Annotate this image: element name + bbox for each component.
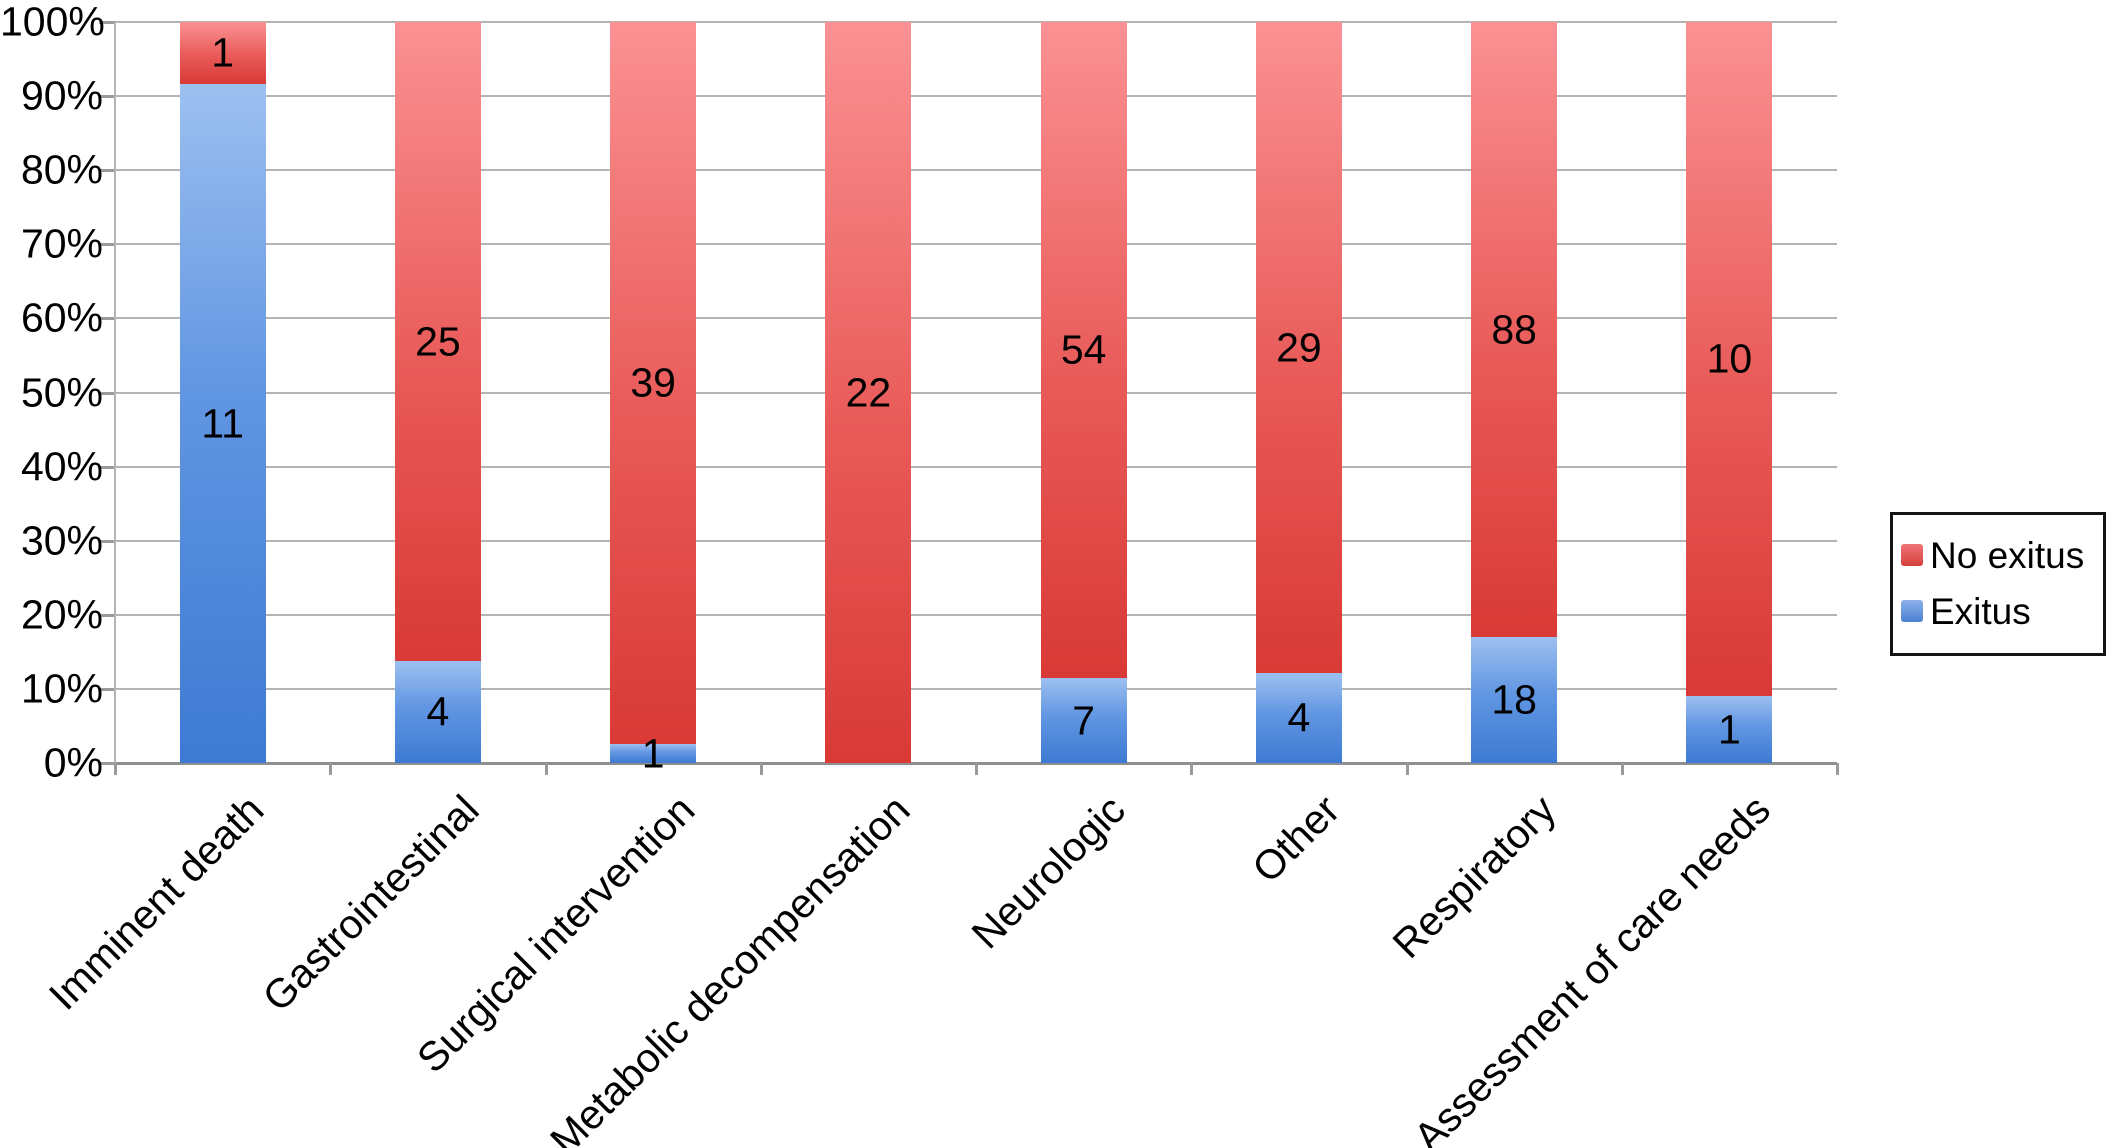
category-label: Imminent death	[40, 786, 273, 1019]
category-label: Other	[1243, 786, 1349, 892]
y-axis-tick	[99, 687, 115, 691]
bar-segment-no-exitus	[825, 22, 912, 763]
bar-segment-exitus	[1471, 637, 1558, 763]
legend-label-no-exitus: No exitus	[1930, 534, 2085, 576]
bar-segment-no-exitus	[610, 22, 697, 744]
x-axis-tick	[544, 763, 548, 775]
y-axis-tick-label: 90%	[20, 72, 103, 119]
y-axis-tick-label: 40%	[20, 443, 103, 490]
bar-segment-exitus	[394, 661, 481, 763]
grid-line	[115, 243, 1837, 246]
y-axis-tick-label: 80%	[20, 146, 103, 193]
bar-segment-exitus	[179, 84, 266, 763]
bar-2: 25 4	[394, 22, 481, 763]
y-axis-tick-label: 70%	[20, 220, 103, 267]
grid-line	[115, 687, 1837, 690]
category-label: Assessment of care needs	[1405, 786, 1780, 1148]
bar-value-label-no-exitus: 1	[211, 29, 235, 76]
x-axis-tick	[1620, 763, 1624, 775]
x-axis-tick	[114, 763, 117, 775]
bar-5: 54 7	[1040, 22, 1127, 763]
grid-line	[115, 95, 1837, 98]
bar-segment-no-exitus	[1686, 22, 1773, 696]
bar-value-label-exitus: 7	[1072, 697, 1096, 743]
bar-3: 39 1	[610, 22, 697, 774]
bar-value-label-exitus: 1	[1717, 706, 1741, 752]
bar-value-label-no-exitus: 39	[630, 359, 676, 406]
y-axis-line	[114, 22, 116, 763]
legend-row-no-exitus: No exitus	[1901, 527, 2095, 583]
bar-segment-exitus	[610, 744, 697, 763]
blue-swatch-icon	[1901, 600, 1923, 622]
category-label: Gastrointestinal	[253, 786, 488, 1021]
grid-line	[115, 21, 1837, 23]
y-axis-tick-label: 60%	[20, 294, 103, 341]
bar-value-label-exitus: 4	[1287, 694, 1311, 741]
grid-line	[115, 169, 1837, 172]
x-axis-tick	[975, 763, 978, 775]
grid-line	[115, 465, 1837, 468]
bar-value-label-exitus: 11	[201, 400, 244, 446]
bar-value-label-no-exitus: 88	[1491, 306, 1537, 352]
legend: No exitus Exitus	[1890, 512, 2106, 656]
y-axis-tick-label: 30%	[20, 517, 103, 564]
bar-segment-no-exitus	[179, 22, 266, 84]
red-swatch-icon	[1901, 544, 1923, 566]
y-axis-tick-label: 10%	[20, 665, 103, 712]
y-axis-tick	[99, 539, 115, 543]
category-label: Neurologic	[962, 786, 1134, 958]
category-label: Respiratory	[1383, 786, 1564, 968]
bar-segment-no-exitus	[1040, 22, 1127, 678]
bar-segment-no-exitus	[1255, 22, 1342, 673]
legend-row-exitus: Exitus	[1901, 583, 2095, 639]
bar-value-label-exitus: 18	[1491, 676, 1537, 723]
bar-4: 22	[825, 22, 912, 763]
bar-value-label-exitus: 1	[641, 730, 665, 776]
bar-segment-exitus	[1255, 673, 1342, 763]
grid-line	[115, 391, 1837, 394]
y-axis-tick	[99, 465, 115, 469]
category-label: Metabolic decompensation	[540, 786, 919, 1148]
bar-segment-no-exitus	[1471, 22, 1558, 637]
x-axis-tick	[1836, 763, 1839, 775]
y-axis-tick-label: 100%	[0, 0, 105, 45]
y-axis-tick-label: 50%	[20, 369, 103, 415]
x-axis-tick	[1405, 763, 1409, 775]
y-axis-tick-label: 0%	[43, 739, 103, 786]
x-axis-tick	[759, 763, 763, 775]
grid-line	[115, 539, 1837, 542]
bar-value-label-no-exitus: 25	[415, 318, 461, 364]
y-axis-tick	[99, 762, 115, 765]
bar-value-label-exitus: 4	[426, 688, 450, 735]
y-axis-tick	[99, 317, 115, 321]
x-axis-tick	[1190, 763, 1194, 775]
bar-1: 1 11	[179, 22, 266, 763]
y-axis-tick	[99, 169, 115, 173]
bar-value-label-no-exitus: 10	[1706, 335, 1753, 382]
bar-7: 88 18	[1471, 22, 1558, 763]
bar-segment-no-exitus	[394, 22, 481, 661]
y-axis-tick	[99, 391, 115, 395]
y-axis-tick	[99, 21, 115, 24]
y-axis-tick	[99, 613, 115, 617]
y-axis-tick	[99, 95, 115, 99]
bar-value-label-no-exitus: 54	[1060, 326, 1107, 373]
bar-6: 29 4	[1255, 22, 1342, 763]
bar-value-label-no-exitus: 22	[845, 369, 892, 415]
bar-8: 10 1	[1686, 22, 1773, 763]
bar-value-label-no-exitus: 29	[1276, 324, 1322, 370]
x-axis-tick	[329, 763, 333, 775]
grid-line	[115, 613, 1837, 616]
y-axis-tick-label: 20%	[20, 591, 103, 638]
legend-label-exitus: Exitus	[1930, 590, 2031, 632]
bar-segment-exitus	[1686, 696, 1773, 763]
bar-segment-exitus	[1040, 678, 1127, 763]
grid-line	[115, 317, 1837, 320]
y-axis-tick	[99, 243, 115, 247]
